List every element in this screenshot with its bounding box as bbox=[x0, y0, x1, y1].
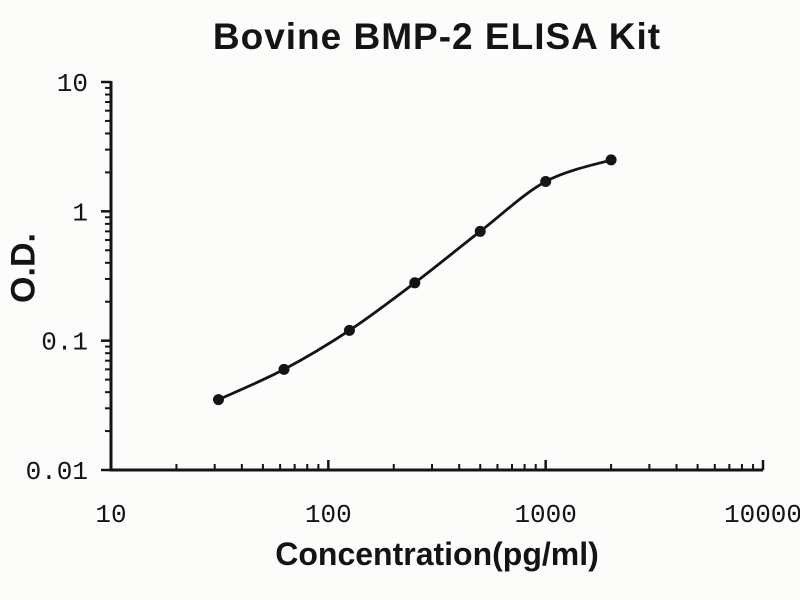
x-tick-label: 1000 bbox=[514, 500, 576, 530]
chart-title: Bovine BMP-2 ELISA Kit bbox=[212, 16, 662, 57]
data-point-marker bbox=[343, 324, 355, 336]
y-tick-label: 1 bbox=[72, 198, 88, 228]
data-point-marker bbox=[540, 176, 552, 187]
data-point-marker bbox=[213, 394, 224, 406]
y-tick-label: 10 bbox=[57, 69, 88, 99]
x-tick-label: 100 bbox=[305, 500, 352, 530]
x-axis-title: Concentration(pg/ml) bbox=[275, 536, 599, 572]
data-point-marker bbox=[409, 277, 421, 289]
data-point-marker bbox=[605, 154, 617, 166]
data-point-marker bbox=[278, 363, 290, 375]
y-tick-label: 0.01 bbox=[26, 457, 88, 487]
data-point-marker bbox=[474, 225, 486, 237]
x-tick-label: 10000 bbox=[724, 500, 800, 530]
y-tick-label: 0.1 bbox=[41, 328, 88, 358]
x-tick-label: 10 bbox=[95, 500, 126, 530]
